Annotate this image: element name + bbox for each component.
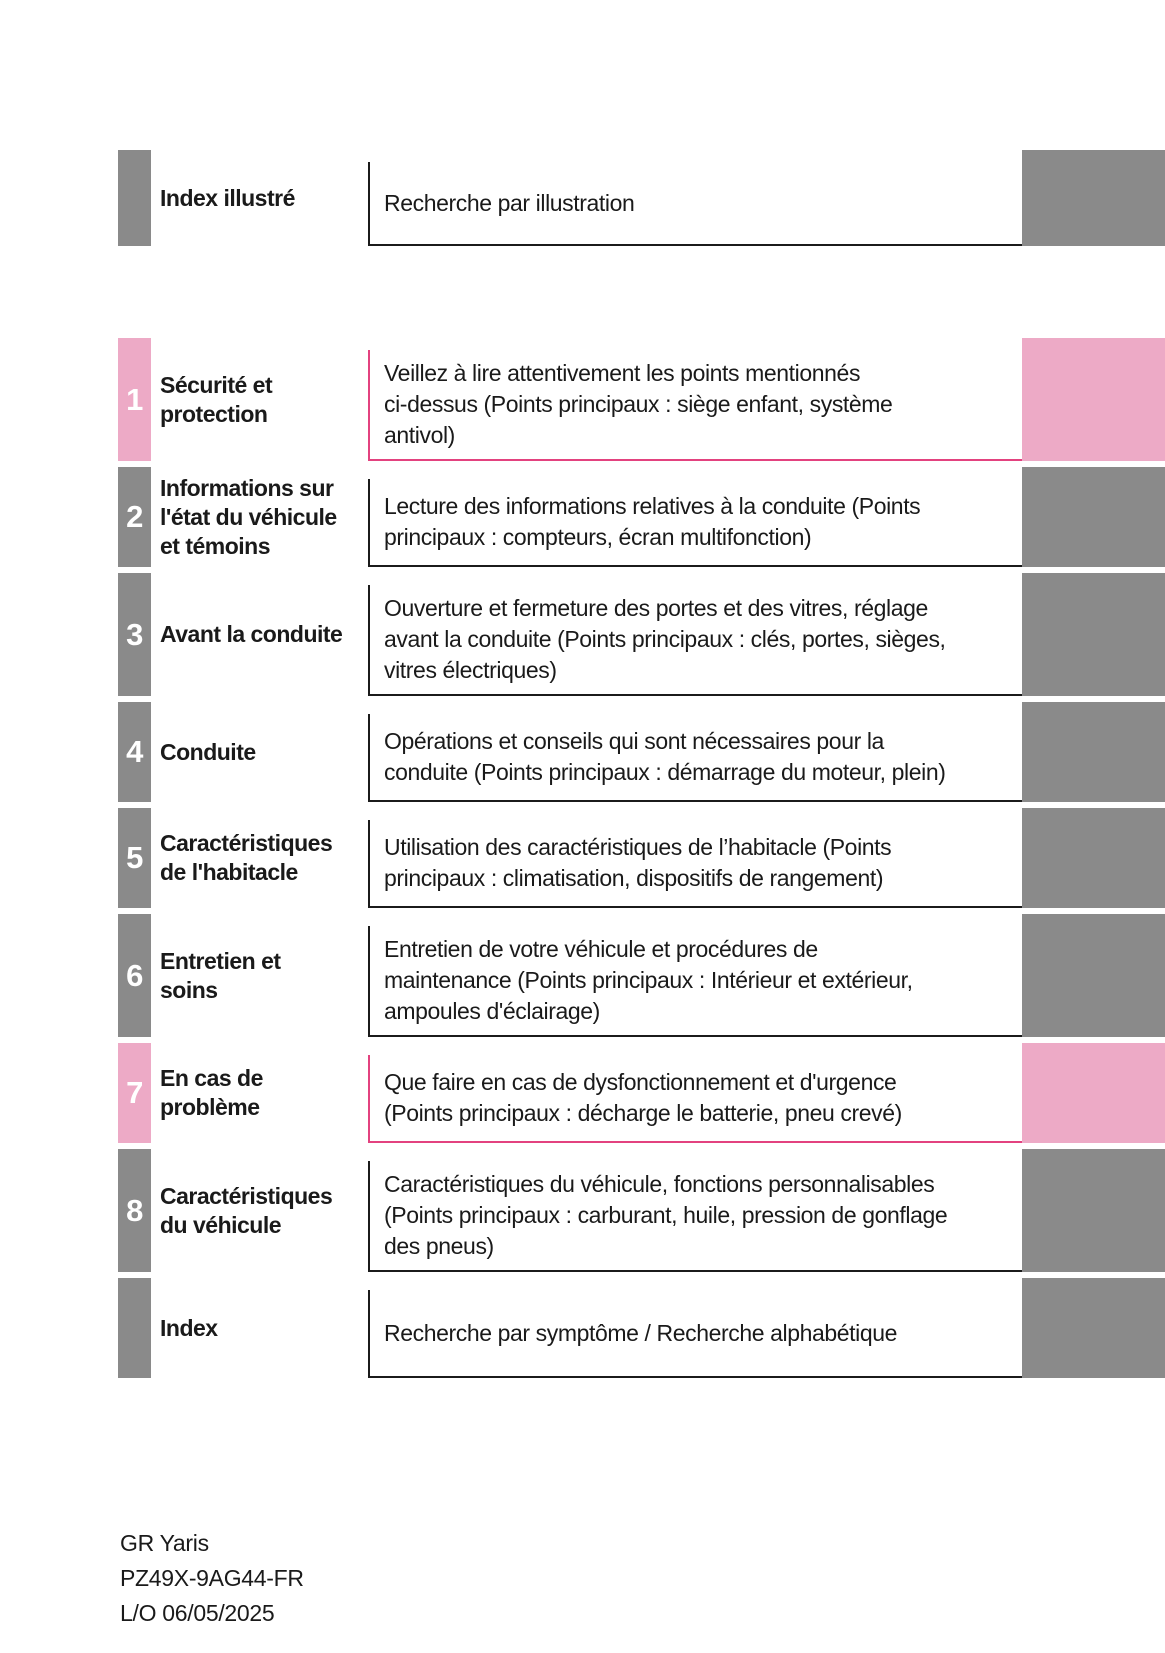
chapter-description: Entretien de votre véhicule et procédure… xyxy=(384,936,913,1024)
chapter-number-tab: 1 xyxy=(118,338,151,461)
toc-row: 7 En cas de problème Que faire en cas de… xyxy=(0,1043,1165,1143)
chapter-description-box: Lecture des informations relatives à la … xyxy=(368,479,1022,567)
chapter-number-tab: 6 xyxy=(118,914,151,1037)
chapter-description-box: Utilisation des caractéristiques de l’ha… xyxy=(368,820,1022,908)
chapter-number: 7 xyxy=(126,1075,143,1110)
chapter-description-box: Que faire en cas de dysfonctionnement et… xyxy=(368,1055,1022,1143)
toc-row: Index illustré Recherche par illustratio… xyxy=(0,150,1165,246)
chapter-title: Index illustré xyxy=(160,184,295,211)
chapter-edge-tab xyxy=(1022,573,1165,696)
toc-row: 5 Caractéristiques de l'habitacle Utilis… xyxy=(0,808,1165,908)
chapter-number-tab: 3 xyxy=(118,573,151,696)
chapter-description: Opérations et conseils qui sont nécessai… xyxy=(384,728,946,785)
chapter-number-tab: 2 xyxy=(118,467,151,567)
chapter-description: Que faire en cas de dysfonctionnement et… xyxy=(384,1069,902,1126)
chapter-description-box: Recherche par illustration xyxy=(368,162,1022,246)
chapter-title: Entretien et soins xyxy=(160,947,281,1003)
chapter-description-box: Ouverture et fermeture des portes et des… xyxy=(368,585,1022,696)
toc-row: 1 Sécurité et protection Veillez à lire … xyxy=(0,338,1165,461)
chapter-title: Caractéristiques de l'habitacle xyxy=(160,830,333,885)
chapter-description: Veillez à lire attentivement les points … xyxy=(384,360,893,448)
chapter-title: Caractéristiques du véhicule xyxy=(160,1182,333,1238)
chapter-edge-tab xyxy=(1022,467,1165,567)
chapter-description: Recherche par symptôme / Recherche alpha… xyxy=(384,1319,898,1346)
chapter-number: 6 xyxy=(126,957,143,993)
chapter-edge-tab xyxy=(1022,808,1165,908)
chapter-number: 4 xyxy=(126,734,143,769)
chapter-title: Avant la conduite xyxy=(160,621,343,647)
chapter-number: 3 xyxy=(126,616,143,652)
chapter-description-box: Opérations et conseils qui sont nécessai… xyxy=(368,714,1022,802)
footer: GR Yaris PZ49X-9AG44-FR L/O 06/05/2025 xyxy=(120,1526,1165,1631)
chapter-number-tab: 8 xyxy=(118,1149,151,1272)
toc-row: Index Recherche par symptôme / Recherche… xyxy=(0,1278,1165,1378)
chapter-title: Informations sur l'état du véhicule et t… xyxy=(160,474,337,559)
chapter-number-tab: 7 xyxy=(118,1043,151,1143)
chapter-edge-tab xyxy=(1022,1278,1165,1378)
chapter-edge-tab xyxy=(1022,338,1165,461)
chapter-edge-tab xyxy=(1022,150,1165,246)
toc-row: 2 Informations sur l'état du véhicule et… xyxy=(0,467,1165,567)
chapter-title: Sécurité et protection xyxy=(160,371,273,427)
footer-model: GR Yaris xyxy=(120,1530,209,1556)
chapter-edge-tab xyxy=(1022,1043,1165,1143)
chapter-number-tab xyxy=(118,150,151,246)
chapter-number-tab: 5 xyxy=(118,808,151,908)
chapter-description-box: Recherche par symptôme / Recherche alpha… xyxy=(368,1290,1022,1378)
chapter-description: Lecture des informations relatives à la … xyxy=(384,493,921,550)
chapter-edge-tab xyxy=(1022,914,1165,1037)
sections-list: 1 Sécurité et protection Veillez à lire … xyxy=(0,338,1165,1378)
chapter-edge-tab xyxy=(1022,702,1165,802)
chapter-title: Index xyxy=(160,1314,218,1341)
chapter-description-box: Entretien de votre véhicule et procédure… xyxy=(368,926,1022,1037)
chapter-number: 5 xyxy=(126,840,143,875)
toc-row: 3 Avant la conduite Ouverture et fermetu… xyxy=(0,573,1165,696)
chapter-title: Conduite xyxy=(160,738,256,765)
chapter-number: 1 xyxy=(126,381,143,417)
chapter-description: Caractéristiques du véhicule, fonctions … xyxy=(384,1171,948,1259)
footer-part-number: PZ49X-9AG44-FR xyxy=(120,1565,304,1591)
chapter-edge-tab xyxy=(1022,1149,1165,1272)
toc-row: 6 Entretien et soins Entretien de votre … xyxy=(0,914,1165,1037)
chapter-description-box: Veillez à lire attentivement les points … xyxy=(368,350,1022,461)
chapter-number: 2 xyxy=(126,499,143,534)
chapter-title: En cas de problème xyxy=(160,1065,263,1120)
chapter-number-tab xyxy=(118,1278,151,1378)
chapter-description: Recherche par illustration xyxy=(384,189,635,216)
toc-row: 4 Conduite Opérations et conseils qui so… xyxy=(0,702,1165,802)
toc-row: 8 Caractéristiques du véhicule Caractéri… xyxy=(0,1149,1165,1272)
chapter-description-box: Caractéristiques du véhicule, fonctions … xyxy=(368,1161,1022,1272)
footer-layout-date: L/O 06/05/2025 xyxy=(120,1600,275,1626)
chapter-number-tab: 4 xyxy=(118,702,151,802)
chapter-description: Utilisation des caractéristiques de l’ha… xyxy=(384,834,892,891)
intro-section: Index illustré Recherche par illustratio… xyxy=(0,0,1165,246)
chapter-description: Ouverture et fermeture des portes et des… xyxy=(384,595,946,683)
chapter-number: 8 xyxy=(126,1192,143,1228)
